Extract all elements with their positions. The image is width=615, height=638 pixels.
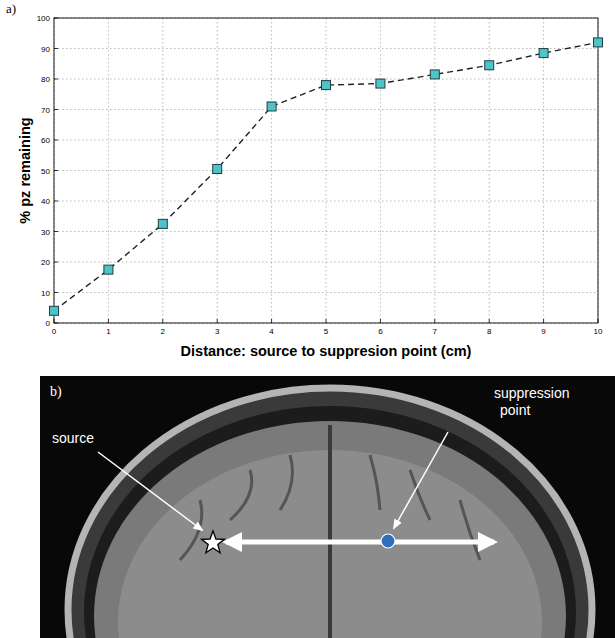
sulcus [280, 455, 292, 510]
data-point [430, 70, 439, 79]
mri-image [40, 376, 615, 638]
x-tick-mark [326, 319, 327, 323]
x-tick-mark [217, 319, 218, 323]
suppression-pointer [394, 432, 448, 528]
x-tick-label: 3 [215, 327, 220, 336]
series-line [54, 42, 598, 310]
annotation: source [52, 430, 94, 446]
y-grid-line [54, 292, 598, 293]
y-tick-mark [54, 201, 58, 202]
figure: 0 10 20 30 40 50 60 70 80 90 100 0 1 2 3 4 5 6 7 8 9 10 a) % pz… [0, 0, 615, 638]
y-tick-mark [54, 48, 58, 49]
x-tick-label: 4 [269, 327, 274, 336]
y-tick-label: 90 [41, 45, 50, 54]
brain [94, 421, 566, 638]
y-axis-title: % pz remaining [17, 117, 33, 223]
data-point [485, 61, 494, 70]
sulcus [180, 500, 202, 560]
plot-background [54, 18, 598, 323]
x-grid-line [108, 18, 109, 323]
source-pointer [98, 452, 202, 530]
data-point [376, 79, 385, 88]
y-tick-label: 0 [46, 319, 51, 328]
plot-frame [54, 18, 598, 323]
x-axis-title: Distance: source to suppresion point (cm… [181, 343, 472, 359]
x-tick-label: 10 [594, 327, 603, 336]
sulcus [370, 455, 380, 510]
data-point [158, 219, 167, 228]
y-tick-mark [54, 292, 58, 293]
y-tick-label: 20 [41, 258, 50, 267]
y-tick-mark [54, 231, 58, 232]
data-group [50, 38, 603, 315]
y-tick-mark [54, 140, 58, 141]
ticks: 0 10 20 30 40 50 60 70 80 90 100 0 1 2 3 4 5 6 7 8 9 10 [37, 14, 603, 336]
y-tick-mark [54, 170, 58, 171]
page: 0 10 20 30 40 50 60 70 80 90 100 0 1 2 3 4 5 6 7 8 9 10 a) % pz… [0, 0, 615, 638]
x-tick-mark [162, 319, 163, 323]
x-tick-mark [380, 319, 381, 323]
x-tick-label: 1 [106, 327, 111, 336]
scalp [68, 388, 592, 638]
y-tick-label: 10 [41, 289, 50, 298]
x-tick-label: 8 [487, 327, 492, 336]
x-tick-label: 5 [324, 327, 329, 336]
data-point [539, 49, 548, 58]
x-tick-mark [108, 319, 109, 323]
y-tick-label: 70 [41, 106, 50, 115]
y-tick-label: 30 [41, 228, 50, 237]
skull [84, 406, 576, 638]
x-grid-line [162, 18, 163, 323]
x-tick-mark [271, 319, 272, 323]
data-point [104, 265, 113, 274]
distance-arrow [226, 540, 494, 545]
panel-label: a) [6, 1, 16, 16]
midline [328, 425, 332, 638]
y-tick-mark [54, 79, 58, 80]
annotation-line: point [500, 402, 530, 418]
x-grid-line [326, 18, 327, 323]
x-tick-mark [543, 319, 544, 323]
data-point [322, 81, 331, 90]
y-tick-label: 60 [41, 136, 50, 145]
y-tick-mark [54, 109, 58, 110]
data-point [213, 164, 222, 173]
suppression-dot [381, 534, 395, 548]
x-tick-label: 9 [541, 327, 546, 336]
panel-label: b) [50, 384, 62, 400]
grid [54, 18, 598, 323]
data-point [594, 38, 603, 47]
x-grid-line [271, 18, 272, 323]
y-tick-label: 50 [41, 167, 50, 176]
x-grid-line [380, 18, 381, 323]
x-grid-line [543, 18, 544, 323]
annotation: suppressionpoint [494, 385, 570, 418]
source-star [202, 531, 225, 553]
annotation-line: suppression [494, 385, 570, 401]
y-grid-line [54, 140, 598, 141]
x-tick-label: 0 [52, 327, 57, 336]
x-tick-label: 6 [378, 327, 383, 336]
x-tick-label: 7 [433, 327, 438, 336]
y-tick-mark [54, 262, 58, 263]
data-point [50, 306, 59, 315]
y-grid-line [54, 201, 598, 202]
sulcus [230, 470, 252, 520]
y-tick-label: 40 [41, 197, 50, 206]
sulcus [460, 500, 480, 560]
y-tick-label: 100 [37, 14, 51, 23]
y-grid-line [54, 109, 598, 110]
x-tick-mark [489, 319, 490, 323]
y-grid-line [54, 48, 598, 49]
x-tick-mark [434, 319, 435, 323]
x-grid-line [434, 18, 435, 323]
x-tick-label: 2 [161, 327, 166, 336]
data-point [267, 102, 276, 111]
y-tick-label: 80 [41, 75, 50, 84]
